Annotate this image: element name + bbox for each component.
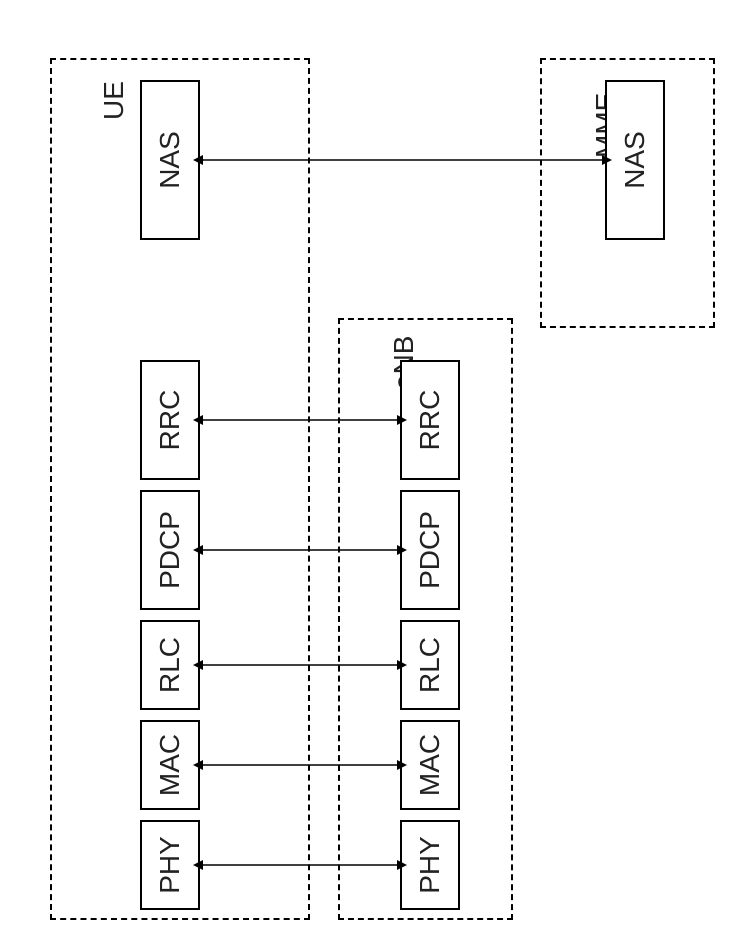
layer-label-ue-rrc: RRC <box>154 390 186 451</box>
layer-box-mme-nas: NAS <box>605 80 665 240</box>
layer-box-ue-phy: PHY <box>140 820 200 910</box>
layer-label-ue-rlc: RLC <box>154 637 186 693</box>
layer-label-ue-nas: NAS <box>154 131 186 189</box>
layer-box-ue-rrc: RRC <box>140 360 200 480</box>
layer-box-ue-rlc: RLC <box>140 620 200 710</box>
layer-label-ue-pdcp: PDCP <box>154 511 186 589</box>
layer-box-ue-mac: MAC <box>140 720 200 810</box>
layer-label-ue-phy: PHY <box>154 836 186 894</box>
layer-box-enb-rlc: RLC <box>400 620 460 710</box>
layer-label-enb-rrc: RRC <box>414 390 446 451</box>
layer-box-enb-mac: MAC <box>400 720 460 810</box>
layer-box-enb-phy: PHY <box>400 820 460 910</box>
layer-label-enb-rlc: RLC <box>414 637 446 693</box>
layer-label-enb-pdcp: PDCP <box>414 511 446 589</box>
layer-box-enb-rrc: RRC <box>400 360 460 480</box>
layer-label-enb-phy: PHY <box>414 836 446 894</box>
layer-label-enb-mac: MAC <box>414 734 446 796</box>
layer-label-ue-mac: MAC <box>154 734 186 796</box>
layer-box-ue-pdcp: PDCP <box>140 490 200 610</box>
layer-box-enb-pdcp: PDCP <box>400 490 460 610</box>
layer-box-ue-nas: NAS <box>140 80 200 240</box>
layer-label-mme-nas: NAS <box>619 131 651 189</box>
protocol-stack-diagram: UEeNBMMENASRRCPDCPRLCMACPHYRRCPDCPRLCMAC… <box>0 0 741 951</box>
container-label-ue: UE <box>98 81 130 120</box>
